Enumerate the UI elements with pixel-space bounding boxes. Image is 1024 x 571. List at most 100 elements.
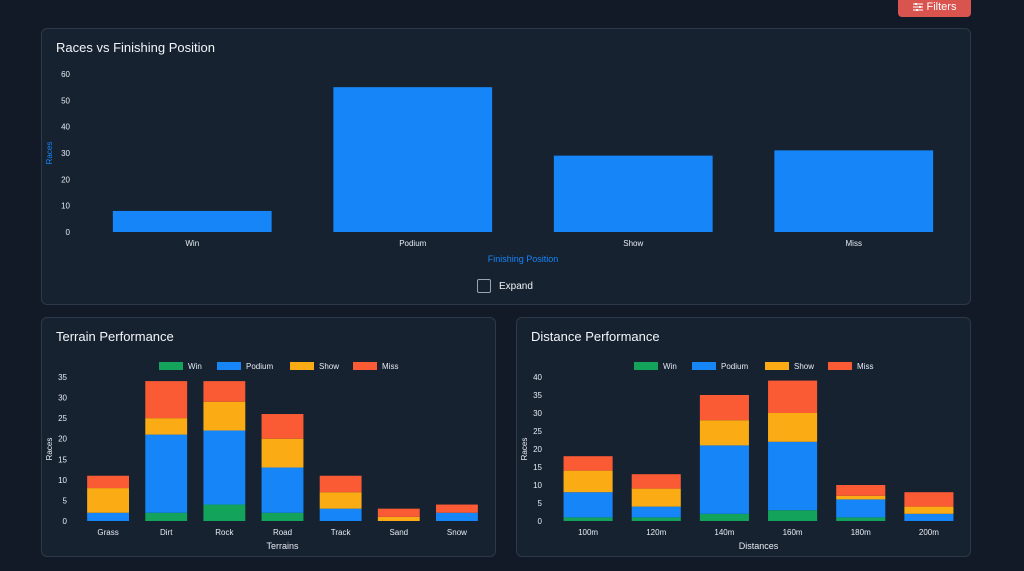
x-tick-label: Snow <box>447 528 467 537</box>
expand-checkbox[interactable] <box>477 279 491 293</box>
chart-title: Distance Performance <box>531 329 660 344</box>
legend-swatch-win <box>634 362 658 370</box>
x-axis-label: Distances <box>739 541 779 551</box>
bar-120m-podium <box>631 506 681 518</box>
chart-title: Races vs Finishing Position <box>56 40 215 55</box>
legend-swatch-show <box>765 362 789 370</box>
legend-label-win: Win <box>188 362 202 371</box>
x-tick-label: Track <box>331 528 352 537</box>
bar-podium <box>333 87 493 232</box>
terrain-performance-chart: Win Podium Show Miss 0 5 10 15 20 25 30 35 Grass Dirt… <box>45 362 478 551</box>
bar-rock-miss <box>203 381 246 402</box>
bar-100m-show <box>563 470 613 493</box>
bar-100m-win <box>563 517 613 521</box>
bar-200m-miss <box>904 492 954 507</box>
bar-160m-podium <box>768 441 818 511</box>
y-tick-label: 0 <box>66 228 71 237</box>
bar-grass-show <box>87 488 130 513</box>
y-tick-label: 20 <box>61 175 70 184</box>
expand-label: Expand <box>499 280 533 292</box>
y-tick-label: 5 <box>538 499 543 508</box>
y-tick-label: 25 <box>58 414 67 423</box>
legend-swatch-podium <box>692 362 716 370</box>
y-tick-label: 10 <box>61 202 70 211</box>
bar-show <box>553 155 713 232</box>
bar-grass-podium <box>87 512 130 521</box>
legend-swatch-win <box>159 362 183 370</box>
x-axis-label: Finishing Position <box>488 254 559 264</box>
bar-140m-podium <box>699 445 749 514</box>
y-tick-label: 30 <box>533 409 542 418</box>
x-tick-label: 180m <box>851 528 871 537</box>
bar-sand-show <box>377 516 420 521</box>
y-axis-label: Races <box>45 142 54 165</box>
bar-rock-show <box>203 401 246 431</box>
bar-road-miss <box>261 414 304 439</box>
y-tick-label: 5 <box>63 496 68 505</box>
distance-performance-chart: Win Podium Show Miss 0 5 10 15 20 25 30 35 40 100m 120… <box>520 362 954 551</box>
x-tick-label: 200m <box>919 528 939 537</box>
bar-140m-show <box>699 420 749 446</box>
x-tick-label: Rock <box>215 528 234 537</box>
x-tick-label: 160m <box>783 528 803 537</box>
bar-120m-miss <box>631 474 681 489</box>
y-tick-label: 40 <box>533 373 542 382</box>
legend-swatch-miss <box>828 362 852 370</box>
bar-dirt-miss <box>145 381 188 419</box>
terrain-performance-card: Terrain Performance Win Podium Show Miss 0 5 1… <box>41 317 496 557</box>
y-tick-label: 35 <box>58 373 67 382</box>
x-tick-label: Road <box>273 528 292 537</box>
y-tick-label: 15 <box>58 455 67 464</box>
expand-toggle[interactable]: Expand <box>477 279 533 293</box>
legend-swatch-show <box>290 362 314 370</box>
legend-label-show: Show <box>794 362 814 371</box>
bar-140m-miss <box>699 395 749 421</box>
bar-rock-podium <box>203 430 246 505</box>
bar-track-show <box>319 492 362 509</box>
y-axis-label: Races <box>520 438 529 461</box>
distance-performance-card: Distance Performance Win Podium Show Miss 0 5… <box>516 317 971 557</box>
y-axis-label: Races <box>45 438 54 461</box>
bar-120m-win <box>631 517 681 521</box>
races-position-card: Races vs Finishing Position 0 10 20 30 40 50 6… <box>41 28 971 305</box>
bar-120m-show <box>631 488 681 507</box>
bar-140m-win <box>699 513 749 521</box>
x-tick-label: Win <box>185 239 199 248</box>
y-tick-label: 30 <box>58 394 67 403</box>
x-tick-label: 120m <box>646 528 666 537</box>
bar-200m-podium <box>904 513 954 521</box>
filters-label: Filters <box>926 1 957 13</box>
y-tick-label: 25 <box>533 427 542 436</box>
bar-180m-show <box>836 495 886 500</box>
sliders-icon <box>912 3 923 11</box>
bar-160m-miss <box>768 380 818 413</box>
races-position-chart: 0 10 20 30 40 50 60 Win Podium Show Miss Finishing … <box>45 70 934 264</box>
x-tick-label: Miss <box>846 239 862 248</box>
bar-200m-show <box>904 506 954 514</box>
y-tick-label: 40 <box>61 123 70 132</box>
x-tick-label: Show <box>623 239 643 248</box>
bar-road-win <box>261 512 304 521</box>
x-tick-label: Sand <box>389 528 408 537</box>
bar-100m-podium <box>563 492 613 518</box>
x-tick-label: Grass <box>97 528 118 537</box>
y-tick-label: 0 <box>538 517 543 526</box>
legend-swatch-miss <box>353 362 377 370</box>
x-tick-label: 100m <box>578 528 598 537</box>
legend-swatch-podium <box>217 362 241 370</box>
y-tick-label: 50 <box>61 96 70 105</box>
bar-road-show <box>261 438 304 468</box>
y-tick-label: 10 <box>533 481 542 490</box>
bar-grass-miss <box>87 475 130 489</box>
legend-label-win: Win <box>663 362 677 371</box>
bar-road-podium <box>261 467 304 513</box>
filters-button[interactable]: Filters <box>898 0 971 17</box>
bar-snow-podium <box>435 512 478 521</box>
y-tick-label: 0 <box>63 517 68 526</box>
y-tick-label: 20 <box>533 445 542 454</box>
y-tick-label: 30 <box>61 149 70 158</box>
bar-sand-miss <box>377 508 420 517</box>
x-tick-label: Dirt <box>160 528 173 537</box>
legend-label-miss: Miss <box>857 362 873 371</box>
bar-rock-win <box>203 504 246 521</box>
